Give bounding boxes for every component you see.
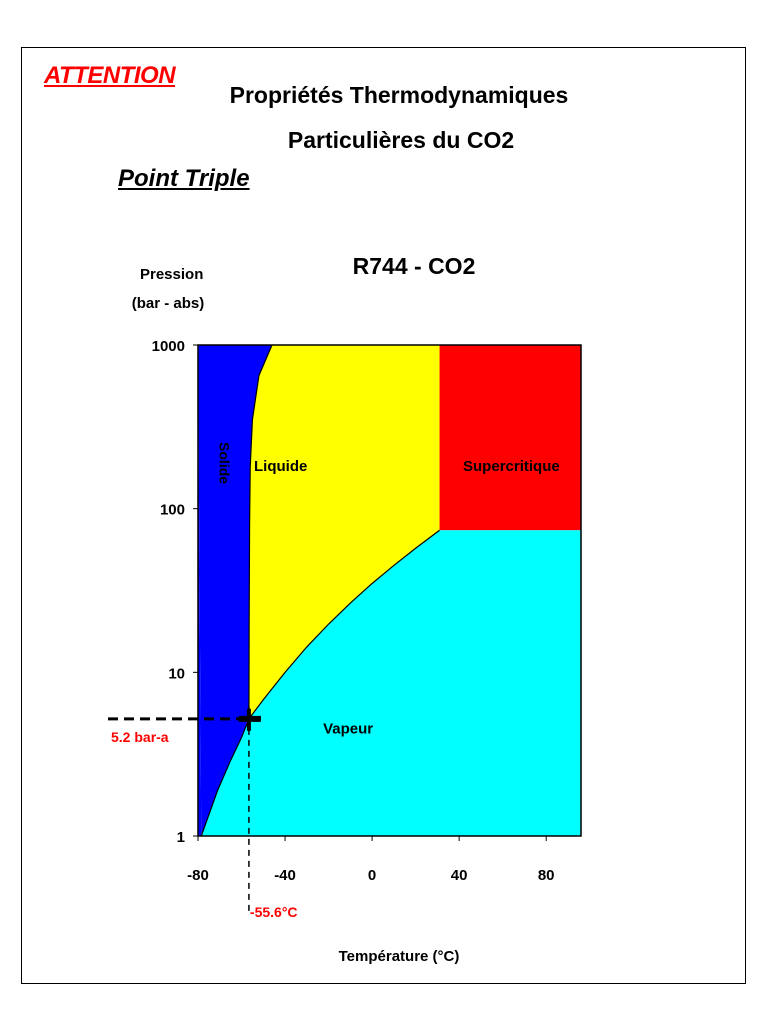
x-tick-label: -80 (187, 867, 209, 884)
point-triple-subtitle: Point Triple (118, 165, 250, 192)
page-title-line2: Particulières du CO2 (287, 127, 515, 153)
y-tick-label: 10 (168, 665, 185, 682)
region-liquide (248, 345, 440, 719)
region-supercritique (439, 345, 581, 531)
page-frame (21, 47, 746, 984)
x-tick-label: -40 (274, 867, 296, 884)
x-tick-label: 40 (451, 867, 468, 884)
x-tick-label: 80 (538, 867, 555, 884)
region-label-liquide: Liquide (254, 458, 307, 475)
region-label-vapeur: Vapeur (323, 721, 373, 738)
sublimation-curve (200, 718, 250, 837)
region-label-solide: Solide (216, 442, 232, 484)
plot-border (197, 344, 582, 837)
region-label-supercritique: Supercritique (463, 458, 560, 475)
triple-point-temperature-label: -55.6°C (250, 904, 298, 920)
x-axis-label: Température (°C) (338, 948, 460, 965)
triple-point-pressure-label: 5.2 bar-a (111, 729, 169, 745)
y-axis-label-line2: (bar - abs) (131, 295, 205, 312)
region-solide-edge (198, 345, 202, 836)
y-tick-label: 1 (177, 829, 185, 846)
x-tick-label: 0 (368, 867, 376, 884)
melting-curve (248, 344, 273, 719)
y-axis-label-line1: Pression (140, 266, 204, 283)
region-solide (198, 345, 272, 836)
y-tick-label: 100 (160, 502, 185, 519)
y-tick-label: 1000 (152, 338, 185, 355)
region-vapeur (201, 530, 581, 836)
chart-title: R744 - CO2 (352, 253, 476, 279)
vaporization-curve (248, 529, 440, 720)
attention-heading: ATTENTION (44, 62, 176, 89)
page-title-line1: Propriétés Thermodynamiques (229, 82, 569, 108)
